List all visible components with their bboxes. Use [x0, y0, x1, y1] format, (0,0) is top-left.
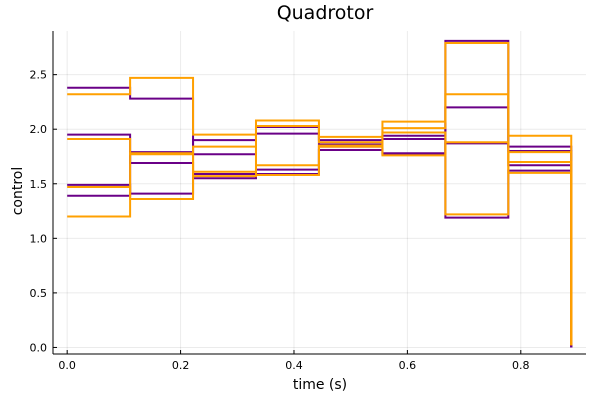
- x-tick-label-2: 0.4: [285, 359, 303, 372]
- series-layer: [67, 39, 573, 348]
- y-tick-label-1: 0.5: [30, 287, 48, 300]
- series-line-6: [67, 93, 573, 346]
- axes: 0.0 0.2 0.4 0.6 0.8 0.0 0.5 1.0 1.5 2.0 2.5: [30, 31, 586, 372]
- grid: [53, 31, 586, 354]
- x-tick-label-4: 0.8: [512, 359, 530, 372]
- x-tick-label-0: 0.0: [58, 359, 76, 372]
- y-tick-label-4: 2.0: [30, 123, 48, 136]
- y-tick-label-5: 2.5: [30, 69, 48, 82]
- x-tick-label-1: 0.2: [172, 359, 190, 372]
- y-axis-label: control: [10, 167, 26, 216]
- chart-title: Quadrotor: [277, 2, 374, 24]
- x-tick-label-3: 0.6: [399, 359, 417, 372]
- y-tick-label-2: 1.0: [30, 232, 48, 245]
- y-tick-label-3: 1.5: [30, 178, 48, 191]
- series-line-8: [67, 124, 573, 346]
- x-axis-label: time (s): [293, 377, 347, 393]
- y-tick-label-0: 0.0: [30, 341, 48, 354]
- series-line-7: [67, 131, 573, 346]
